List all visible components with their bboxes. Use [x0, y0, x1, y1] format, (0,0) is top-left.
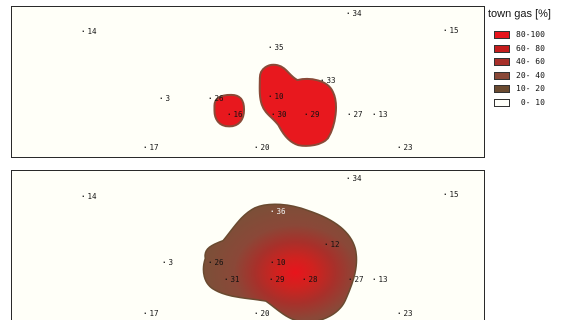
legend-swatch: [494, 44, 510, 53]
station-label: 26: [214, 94, 224, 103]
station-label: 31: [230, 275, 240, 284]
station-label: 14: [87, 27, 97, 36]
legend-entry: 40- 60: [488, 56, 574, 70]
station-label: 23: [403, 143, 413, 152]
legend-entry: 60- 80: [488, 43, 574, 57]
legend-swatch: [494, 71, 510, 80]
station-label: 23: [403, 309, 413, 318]
legend-swatch: [494, 31, 510, 39]
legend-swatch: [494, 58, 510, 66]
station-label: 13: [378, 275, 388, 284]
station-label: 20: [260, 309, 270, 318]
station-label: 13: [378, 110, 388, 119]
station-label: 34: [352, 174, 362, 183]
legend-swatch: [494, 98, 510, 107]
station-label: 35: [274, 43, 284, 52]
station-label: 33: [326, 76, 336, 85]
station-label: 29: [275, 275, 285, 284]
legend-entry: 80-100: [488, 29, 574, 43]
station-label: 36: [276, 207, 286, 216]
legend-label: 60- 80: [516, 43, 545, 53]
legend-title: town gas [%]: [488, 8, 551, 20]
legend-label: 40- 60: [516, 57, 545, 66]
map-panel-bottom: · 34 · 14 · 15 · 36 · 12 · 3 · 26 · 10 · 31 · 29 ·…: [11, 170, 485, 320]
legend-entry: 20- 40: [488, 70, 574, 84]
station-label: 17: [149, 143, 159, 152]
station-label: 10: [276, 258, 286, 267]
legend-entry: 10- 20: [488, 83, 574, 97]
plume-diffuse: [202, 203, 358, 320]
concentration-plumes-top: [213, 63, 337, 147]
map-panel-top: · 34 · 14 · 15 · 35 · 33 · 3 · 26 · 10 · 16 · 30 ·…: [11, 6, 485, 158]
station-label: 29: [310, 110, 320, 119]
station-label: 12: [330, 240, 340, 249]
legend-label: 10- 20: [516, 84, 545, 93]
concentration-plumes-bottom: [202, 203, 358, 320]
station-label: 3: [168, 258, 174, 267]
station-label: 27: [354, 275, 364, 284]
plume-small: [213, 93, 246, 128]
plume-main: [258, 63, 337, 147]
legend: town gas [%] 80-100 60- 80 40- 60 20- 40…: [488, 8, 574, 110]
station-label: 14: [87, 192, 97, 201]
station-label: 34: [352, 9, 362, 18]
station-label: 27: [353, 110, 363, 119]
station-label: 15: [449, 190, 459, 199]
station-label: 16: [233, 110, 243, 119]
legend-label: 0- 10: [516, 97, 545, 107]
station-label: 30: [277, 110, 287, 119]
station-label: 3: [165, 94, 171, 103]
legend-entry: 0- 10: [488, 97, 574, 111]
legend-label: 80-100: [516, 30, 545, 39]
station-label: 28: [308, 275, 318, 284]
station-label: 17: [149, 309, 159, 318]
station-label: 15: [449, 26, 459, 35]
station-label: 26: [214, 258, 224, 267]
station-label: 20: [260, 143, 270, 152]
legend-swatch: [494, 85, 510, 93]
station-label: 10: [274, 92, 284, 101]
legend-label: 20- 40: [516, 70, 545, 80]
